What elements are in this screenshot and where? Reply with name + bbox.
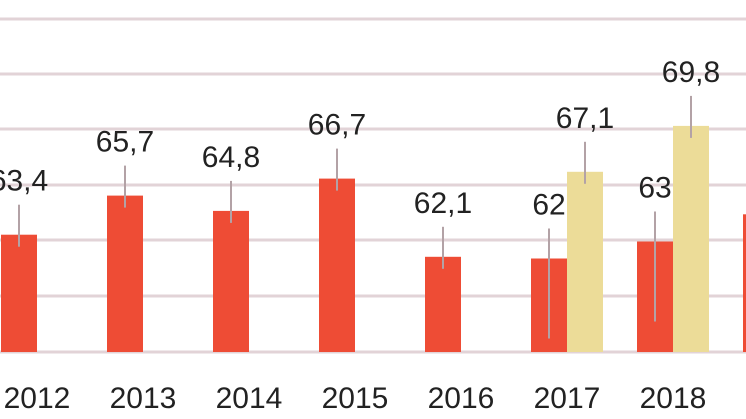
bar-2012-series-1 xyxy=(1,234,37,352)
bar-2017-series-2 xyxy=(567,171,603,352)
bar-2014-series-1 xyxy=(213,210,249,352)
x-tick-label: 2017 xyxy=(534,382,601,415)
x-tick-label: 2016 xyxy=(428,382,495,415)
bar-2013-series-1 xyxy=(107,195,143,352)
data-label: 69,8 xyxy=(662,56,720,89)
data-label: 64,8 xyxy=(202,141,260,174)
bar-2016-series-1 xyxy=(425,256,461,352)
data-label: 62 xyxy=(532,189,565,222)
bar-2018-series-2 xyxy=(673,125,709,353)
x-tick-label: 2013 xyxy=(110,382,177,415)
label-leaders xyxy=(18,95,692,339)
x-tick-label: 2012 xyxy=(4,382,71,415)
data-label: 63,4 xyxy=(0,165,48,198)
data-label: 65,7 xyxy=(96,126,154,159)
data-label: 67,1 xyxy=(556,102,614,135)
bars xyxy=(1,125,746,353)
bar-2019-series-1 xyxy=(743,214,746,352)
x-axis-ticks: 20122013201420152016201720182019 xyxy=(4,382,746,415)
bar-2015-series-1 xyxy=(319,178,355,352)
x-tick-label: 2014 xyxy=(216,382,283,415)
x-tick-label: 2015 xyxy=(322,382,389,415)
x-tick-label: 2018 xyxy=(640,382,707,415)
data-label: 63 xyxy=(638,172,671,205)
data-label: 66,7 xyxy=(308,109,366,142)
data-label: 62,1 xyxy=(414,187,472,220)
